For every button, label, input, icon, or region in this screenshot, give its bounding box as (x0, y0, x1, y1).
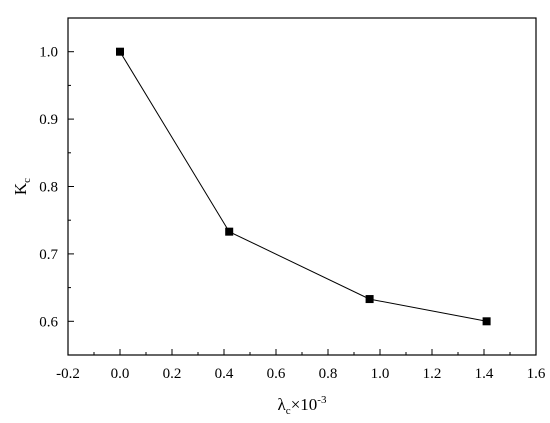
y-tick-label: 1.0 (39, 45, 58, 61)
y-tick-label: 0.7 (39, 247, 58, 263)
series-line (119, 51, 487, 322)
x-axis-title: λc×10-3 (278, 394, 327, 417)
x-tick-label: 1.0 (371, 366, 390, 382)
y-axis-title: Kc (11, 178, 33, 195)
data-point-marker (482, 317, 491, 326)
x-tick-label: 0.6 (267, 366, 286, 382)
series-markers (116, 47, 491, 326)
y-axis: 0.6 0.7 0.8 0.9 1.0 (39, 17, 74, 356)
x-tick-label: 0.0 (111, 366, 130, 382)
x-tick-label: 1.4 (475, 366, 494, 382)
x-tick-label: 1.2 (423, 366, 442, 382)
plot-area: -0.2 0.0 0.2 0.4 0.6 0.8 1.0 1.2 1.4 1.6 0.60.70.… (39, 17, 546, 382)
y-tick-label: 0.8 (39, 180, 58, 196)
x-tick-label: 0.8 (319, 366, 338, 382)
plot-frame (67, 17, 537, 356)
x-tick-label: 0.2 (163, 366, 182, 382)
data-point-marker (116, 47, 124, 56)
y-tick-label: 0.6 (39, 314, 58, 330)
x-tick-label: 0.4 (215, 366, 234, 382)
data-point-marker (225, 227, 234, 236)
data-point-marker (365, 295, 374, 304)
x-tick-label: -0.2 (56, 366, 80, 382)
y-tick-label: 0.9 (39, 112, 58, 128)
x-tick-label: 1.6 (527, 366, 546, 382)
x-axis: -0.2 0.0 0.2 0.4 0.6 0.8 1.0 1.2 1.4 1.6 (56, 349, 546, 382)
